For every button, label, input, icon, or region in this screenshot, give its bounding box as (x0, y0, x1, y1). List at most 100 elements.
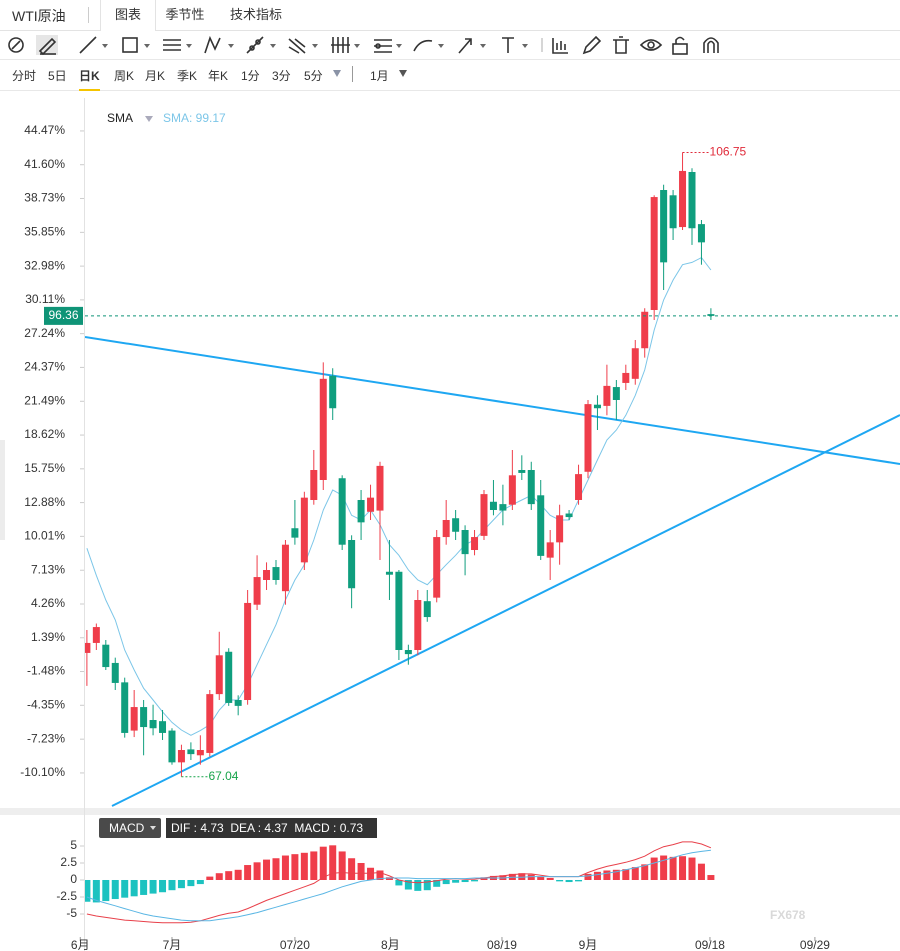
dropdown-arrow (399, 70, 407, 77)
macd-bar (565, 879, 573, 883)
period[interactable]: 1分 (241, 69, 260, 83)
tool-icon[interactable] (79, 36, 108, 54)
tool-icon[interactable] (122, 37, 150, 53)
period[interactable]: 季K (177, 69, 198, 83)
tool-icon[interactable] (331, 37, 360, 53)
tool-icon[interactable] (163, 39, 192, 51)
macd-dropdown[interactable] (99, 818, 161, 838)
y-tick-label: -7.23% (27, 731, 65, 745)
period-dropdown[interactable] (332, 67, 342, 81)
candle-body (244, 602, 252, 700)
macd-bar (244, 865, 252, 880)
period[interactable]: 月K (145, 69, 166, 83)
last-price-label: 96.36 (48, 308, 78, 322)
macd-bar (641, 864, 649, 880)
tab[interactable]: 技术指标 (229, 7, 282, 22)
macd-bar (215, 873, 223, 880)
x-tick-label: 8月 (381, 938, 400, 951)
period[interactable]: 年K (208, 69, 229, 83)
trend-line[interactable] (111, 414, 900, 807)
candle-body (546, 542, 554, 558)
candle-body (338, 478, 346, 545)
macd-bar (537, 876, 545, 880)
toolbar (0, 35, 900, 60)
candle-body (565, 513, 573, 518)
side-handle[interactable] (0, 440, 5, 540)
macd-bar (102, 879, 110, 902)
tool-icon[interactable] (552, 38, 568, 54)
x-tick-label: 9月 (579, 938, 598, 951)
macd-bar (329, 845, 337, 880)
separator (88, 7, 89, 23)
macd-plot (85, 841, 715, 924)
tab[interactable]: 季节性 (165, 7, 205, 22)
tool-icon[interactable] (582, 35, 602, 55)
tool-icon[interactable] (413, 39, 444, 52)
period[interactable]: 周K (114, 69, 135, 83)
indicator-label: SMA: 99.17 (163, 111, 226, 125)
macd-bar (631, 867, 639, 880)
y-tick-label: -5 (66, 906, 77, 920)
y-tick-label: 15.75% (24, 461, 65, 475)
candle-body (85, 642, 91, 653)
candle-body (688, 172, 696, 229)
tool-icon[interactable] (639, 39, 663, 51)
macd-bar (575, 879, 583, 882)
y-tick-label: 2.5 (60, 855, 77, 869)
tool-icon[interactable] (502, 37, 528, 53)
annotation-label: 106.75 (710, 145, 747, 159)
range-dropdown[interactable] (398, 67, 408, 81)
tool-icon[interactable] (288, 38, 318, 54)
period[interactable]: 分时 (12, 69, 37, 83)
trend-line[interactable] (85, 336, 900, 465)
candle-body (272, 567, 280, 580)
tool-icon[interactable] (8, 37, 24, 53)
candle-body (697, 224, 705, 243)
panel-separator (0, 808, 900, 815)
candle-body (480, 494, 488, 536)
dropdown-arrow[interactable] (145, 116, 153, 122)
y-tick-label: 32.98% (24, 258, 65, 272)
candle-body (537, 495, 545, 556)
y-tick-label: 27.24% (24, 326, 65, 340)
candle-body (102, 644, 110, 668)
tool-icon[interactable] (672, 36, 688, 55)
x-tick-label: 09/29 (800, 938, 830, 951)
period[interactable]: 5分 (304, 69, 323, 83)
tool-icon[interactable] (374, 39, 402, 53)
tool-icon[interactable] (38, 37, 57, 56)
axes: 44.47% 41.60% 38.73% 35.85% 32.98% 30.11% 27.2… (20, 123, 830, 951)
period[interactable]: 日K (79, 67, 100, 91)
tab[interactable]: 图表 (100, 0, 156, 31)
tool-icon[interactable] (703, 37, 719, 53)
range[interactable]: 1月 (370, 69, 389, 83)
macd-bar (196, 879, 204, 885)
tool-icon[interactable] (246, 36, 276, 54)
candle-body (348, 540, 356, 589)
y-tick-label: -2.5 (56, 889, 77, 903)
y-tick-label: 18.62% (24, 427, 65, 441)
period[interactable]: 3分 (272, 69, 291, 83)
macd-bar (206, 876, 214, 880)
macd-bar (527, 874, 535, 880)
macd-bar (707, 875, 715, 880)
candle-body (452, 518, 460, 532)
candle-body (367, 497, 375, 512)
macd-bar (281, 855, 289, 880)
tool-icon[interactable] (458, 38, 486, 54)
candle-body (263, 570, 271, 580)
tool-icon[interactable] (204, 35, 234, 54)
candle-body (556, 515, 564, 543)
candle-body (140, 707, 148, 728)
candle-body (575, 474, 583, 500)
macd-bar (187, 879, 195, 887)
period[interactable]: 5日 (48, 69, 67, 83)
y-tick-label: -1.48% (27, 664, 65, 678)
y-tick-label: 12.88% (24, 495, 65, 509)
tool-icon[interactable] (613, 36, 629, 54)
candle-body (603, 385, 611, 406)
macd-bar (111, 879, 119, 900)
candle-body (385, 571, 393, 575)
